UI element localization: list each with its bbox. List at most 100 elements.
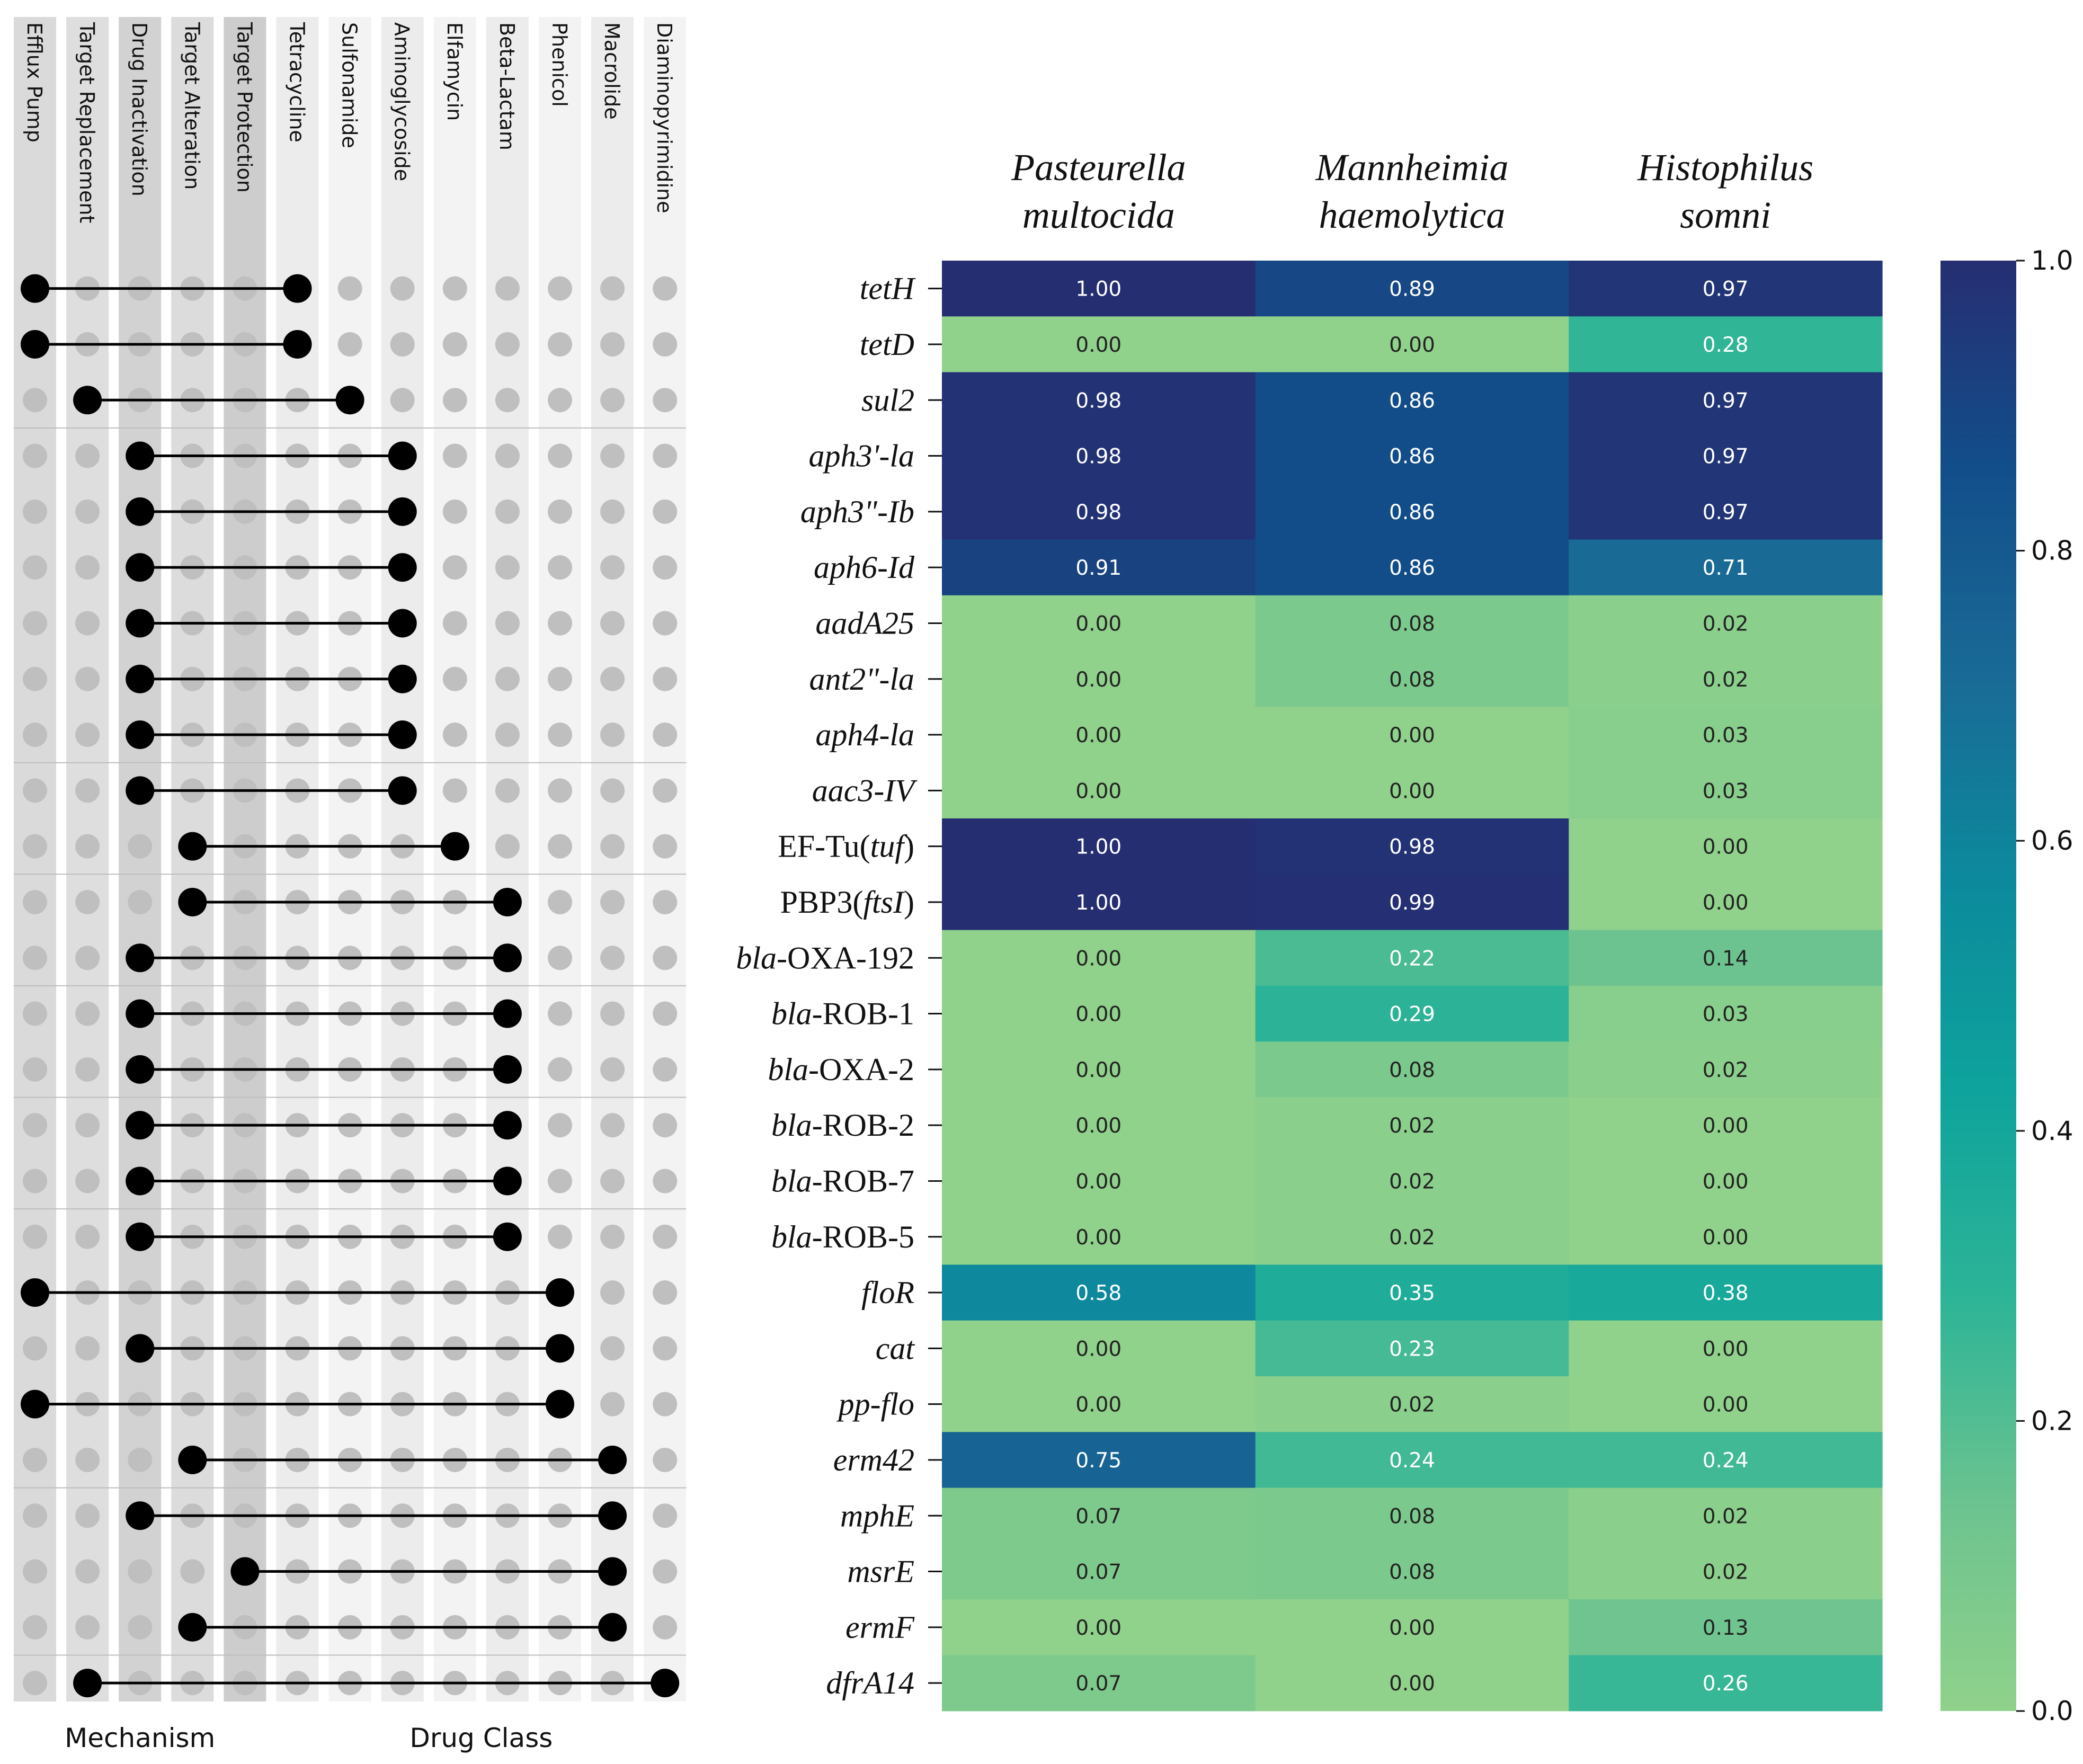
heatmap-cell	[1569, 1320, 1883, 1377]
matrix-dot-empty	[442, 332, 467, 357]
matrix-dot-empty	[23, 1615, 47, 1640]
gene-label-part: tetD	[860, 327, 914, 362]
matrix-dot-empty	[23, 388, 47, 413]
cell-value-label: 0.97	[1703, 389, 1749, 413]
colorbar-tick-label: 0.0	[2031, 1696, 2073, 1726]
gene-label: aadA25	[815, 605, 914, 640]
matrix-dot-drug-class	[388, 720, 417, 750]
gene-label-part: bla	[771, 996, 812, 1031]
heatmap-cell	[942, 1153, 1256, 1209]
cell-value-label: 0.35	[1389, 1281, 1435, 1305]
matrix-dot-empty	[75, 889, 100, 914]
matrix-dot-empty	[75, 666, 100, 691]
gene-label: floR	[861, 1275, 914, 1310]
gene-label: aac3-IV	[812, 773, 918, 808]
matrix-dot-empty	[653, 834, 678, 859]
cell-value-label: 0.02	[1389, 1114, 1435, 1138]
gene-label: bla-OXA-192	[736, 940, 914, 975]
gene-label: aph4-la	[815, 717, 914, 752]
matrix-dot-empty	[653, 1503, 678, 1528]
cell-value-label: 0.00	[1075, 1337, 1121, 1361]
heatmap-cell	[1255, 930, 1569, 986]
cell-value-label: 0.14	[1703, 947, 1749, 970]
cell-value-label: 0.08	[1389, 1058, 1435, 1082]
matrix-dot-empty	[600, 889, 625, 914]
matrix-dot-empty	[495, 555, 520, 580]
heatmap-cell	[1569, 1264, 1883, 1321]
matrix-dot-empty	[75, 555, 100, 580]
heatmap-cell	[942, 261, 1256, 317]
heatmap-cell	[1255, 651, 1569, 707]
cell-value-label: 0.00	[1389, 333, 1435, 357]
matrix-dot-empty	[600, 1057, 625, 1082]
matrix-dot-mechanism	[178, 887, 207, 916]
matrix-dot-empty	[600, 332, 625, 357]
heatmap-cell	[942, 316, 1256, 373]
matrix-dot-empty	[495, 723, 520, 747]
matrix-dot-empty	[548, 1224, 572, 1249]
matrix-dot-empty	[653, 1224, 678, 1249]
cell-value-label: 0.86	[1389, 556, 1435, 580]
heatmap-cell	[1569, 316, 1883, 373]
gene-label-part: )	[904, 885, 914, 920]
colorbar: 0.0 0.2 0.4 0.6 0.8 1.0	[1940, 245, 2073, 1726]
heatmap-cell	[1569, 1543, 1883, 1600]
cell-value-label: 0.75	[1075, 1449, 1121, 1473]
matrix-dot-drug-class	[546, 1334, 574, 1363]
matrix-dot-empty	[23, 834, 47, 859]
mechanism-group-label: Mechanism	[65, 1723, 215, 1753]
matrix-dot-empty	[75, 1447, 100, 1472]
gene-label: msrE	[847, 1554, 914, 1589]
cell-value-label: 0.02	[1389, 1393, 1435, 1417]
gene-label: erm42	[833, 1442, 914, 1477]
matrix-dot-drug-class	[598, 1557, 627, 1586]
cell-value-label: 0.00	[1703, 1393, 1749, 1417]
matrix-dot-empty	[600, 723, 625, 747]
matrix-dot-empty	[75, 1169, 100, 1193]
matrix-dot-mechanism	[126, 553, 155, 582]
header-diaminopyrimidine: Diaminopyrimidine	[653, 22, 676, 213]
matrix-dot-empty	[128, 1615, 153, 1640]
cell-value-label: 0.00	[1075, 947, 1121, 970]
gene-label: bla-OXA-2	[768, 1052, 914, 1087]
cell-value-label: 0.00	[1075, 779, 1121, 803]
matrix-dot-empty	[495, 276, 520, 301]
cell-value-label: 0.00	[1075, 612, 1121, 636]
matrix-dot-empty	[180, 1559, 205, 1584]
matrix-dot-empty	[600, 276, 625, 301]
cell-value-label: 0.00	[1703, 1337, 1749, 1361]
gene-label-part: -OXA-2	[808, 1052, 914, 1087]
heatmap-cell	[942, 874, 1256, 931]
matrix-dot-empty	[495, 778, 520, 803]
colorbar-tick-label: 0.8	[2031, 536, 2073, 566]
drug-class-group-label: Drug Class	[410, 1723, 553, 1753]
gene-label: ant2"-la	[809, 662, 914, 697]
gene-label: cat	[876, 1331, 915, 1366]
matrix-dot-drug-class	[598, 1445, 627, 1474]
matrix-dot-empty	[548, 499, 572, 524]
matrix-dot-empty	[75, 946, 100, 970]
heatmap-cells: 1.00 0.89 0.97 0.00 0.00 0.28 0.98 0.86 0.97 0.98…	[942, 261, 1883, 1712]
species-label-line2: multocida	[1022, 194, 1175, 236]
matrix-dot-mechanism	[21, 1278, 49, 1307]
cell-value-label: 0.02	[1703, 612, 1749, 636]
cell-value-label: 0.03	[1703, 1003, 1749, 1027]
cell-value-label: 0.00	[1703, 1114, 1749, 1138]
matrix-dot-drug-class	[598, 1612, 627, 1642]
heatmap-cell	[1255, 372, 1569, 429]
matrix-dot-empty	[653, 1615, 678, 1640]
heatmap-cell	[942, 372, 1256, 429]
heatmap-cell	[942, 1543, 1256, 1600]
matrix-dot-empty	[600, 946, 625, 970]
cell-value-label: 0.08	[1389, 612, 1435, 636]
gene-label-part: tuf	[870, 829, 908, 864]
matrix-dot-empty	[75, 1559, 100, 1584]
matrix-dot-empty	[653, 1057, 678, 1082]
matrix-dot-drug-class	[493, 1166, 522, 1196]
gene-label: bla-ROB-2	[771, 1108, 914, 1143]
matrix-dot-empty	[23, 889, 47, 914]
matrix-dot-mechanism	[126, 1111, 155, 1140]
cell-value-label: 0.02	[1389, 1226, 1435, 1250]
cell-value-label: 0.00	[1075, 1226, 1121, 1250]
matrix-dot-empty	[23, 499, 47, 524]
